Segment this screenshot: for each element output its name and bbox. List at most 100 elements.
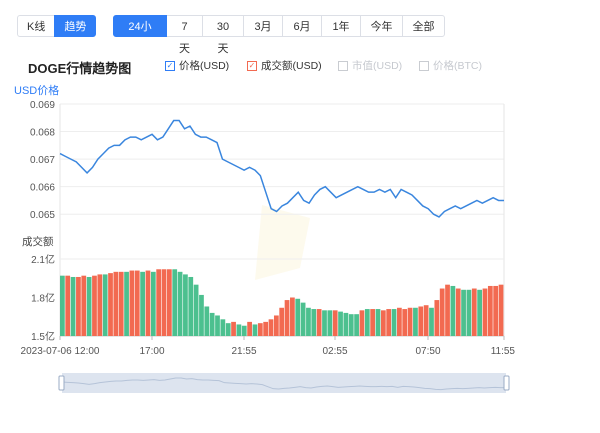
- volume-bar: [423, 305, 429, 336]
- volume-bar: [193, 284, 199, 336]
- price-axis-label: USD价格: [14, 85, 60, 97]
- volume-bar: [134, 270, 140, 336]
- volume-axis-label: 成交额: [22, 235, 54, 248]
- volume-bar: [327, 310, 333, 336]
- volume-bar: [102, 274, 108, 336]
- tab-24h[interactable]: 24小时: [113, 15, 167, 55]
- legend-volume-usd[interactable]: ✓ 成交额(USD): [247, 58, 322, 73]
- volume-bar: [166, 269, 172, 336]
- volume-bar: [429, 307, 434, 336]
- tab-3m[interactable]: 3月: [243, 15, 283, 37]
- volume-bar: [354, 314, 359, 336]
- volume-bar: [183, 274, 188, 336]
- volume-bar: [161, 269, 167, 336]
- volume-bar: [338, 311, 343, 336]
- volume-bar: [108, 273, 113, 336]
- volume-bar: [386, 309, 392, 336]
- volume-bar: [445, 284, 450, 336]
- volume-bar: [92, 275, 97, 336]
- range-slider-preview-line: [61, 377, 506, 391]
- volume-bar: [209, 312, 215, 336]
- volume-bar: [150, 271, 156, 336]
- x-tick-label: 02:55: [322, 346, 347, 357]
- volume-bar: [316, 309, 322, 336]
- volume-tick-label: 1.8亿: [31, 292, 55, 305]
- volume-bar: [225, 323, 231, 336]
- volume-bar: [418, 306, 424, 336]
- range-slider-left-handle[interactable]: [58, 375, 65, 391]
- volume-bar: [140, 271, 145, 336]
- volume-bar: [273, 315, 279, 336]
- volume-bar: [391, 309, 397, 336]
- volume-bar: [252, 324, 258, 336]
- volume-bar: [295, 298, 301, 336]
- x-tick-label: 21:55: [231, 346, 256, 357]
- legend-price-usd[interactable]: ✓ 价格(USD): [165, 58, 229, 73]
- tab-trend[interactable]: 趋势: [54, 15, 97, 37]
- legend-label: 价格(BTC): [433, 60, 482, 72]
- price-tick-label: 0.066: [30, 183, 55, 194]
- volume-bar: [70, 276, 76, 336]
- volume-bar: [402, 309, 408, 336]
- volume-bar: [257, 323, 263, 336]
- volume-bar: [290, 297, 295, 336]
- volume-bar: [268, 319, 274, 336]
- tab-1y[interactable]: 1年: [321, 15, 361, 37]
- volume-bar: [97, 274, 103, 336]
- volume-bar: [156, 269, 162, 336]
- volume-bar: [477, 289, 482, 336]
- legend-label: 价格(USD): [179, 60, 230, 72]
- volume-bar: [482, 288, 488, 336]
- volume-bar: [306, 307, 311, 336]
- tab-all[interactable]: 全部: [402, 15, 445, 37]
- checkbox-unchecked-icon: [338, 60, 348, 71]
- watermark-logo: [255, 205, 310, 280]
- checkbox-checked-icon: ✓: [247, 60, 257, 71]
- volume-bar: [204, 306, 210, 336]
- volume-bar: [247, 321, 252, 336]
- volume-bar: [343, 312, 349, 336]
- volume-bar: [145, 270, 151, 336]
- volume-bar: [487, 285, 493, 336]
- x-tick-label: 2023-07-06 12:00: [21, 346, 100, 357]
- volume-bar: [364, 309, 370, 336]
- x-tick-label: 11:55: [491, 346, 516, 357]
- volume-bar: [279, 307, 285, 336]
- chart-title: DOGE行情趋势图: [28, 61, 132, 76]
- range-slider-right-handle[interactable]: [503, 375, 510, 391]
- volume-bar: [65, 275, 71, 336]
- legend-label: 市值(USD): [352, 60, 403, 72]
- tab-6m[interactable]: 6月: [282, 15, 322, 37]
- volume-bar: [220, 319, 226, 336]
- volume-tick-label: 2.1亿: [31, 253, 55, 266]
- legend-price-btc[interactable]: 价格(BTC): [419, 58, 482, 73]
- price-tick-label: 0.069: [30, 100, 55, 111]
- x-tick-label: 07:50: [415, 346, 440, 357]
- volume-bar: [493, 285, 499, 336]
- volume-bar: [172, 269, 178, 336]
- x-tick-label: 17:00: [139, 346, 164, 357]
- volume-bar: [348, 314, 354, 336]
- checkbox-unchecked-icon: [419, 60, 429, 71]
- volume-bar: [86, 276, 92, 336]
- price-line: [59, 119, 504, 218]
- tab-ytd[interactable]: 今年: [360, 15, 403, 37]
- volume-bar: [81, 275, 87, 336]
- volume-bar: [413, 307, 418, 336]
- volume-bar: [311, 309, 317, 336]
- volume-bar: [199, 294, 204, 336]
- volume-bar: [450, 285, 456, 336]
- legend-market-cap-usd[interactable]: 市值(USD): [338, 58, 402, 73]
- price-tick-label: 0.067: [30, 155, 55, 166]
- volume-bar: [177, 271, 183, 336]
- range-slider[interactable]: [58, 373, 510, 393]
- volume-bar: [284, 300, 290, 336]
- volume-bar: [434, 300, 440, 336]
- volume-bar: [498, 284, 504, 336]
- volume-bar: [397, 307, 402, 336]
- volume-bar: [466, 289, 472, 336]
- volume-bar: [461, 289, 466, 336]
- volume-tick-label: 1.5亿: [31, 330, 55, 343]
- volume-bar: [370, 309, 376, 336]
- volume-bar: [455, 288, 461, 336]
